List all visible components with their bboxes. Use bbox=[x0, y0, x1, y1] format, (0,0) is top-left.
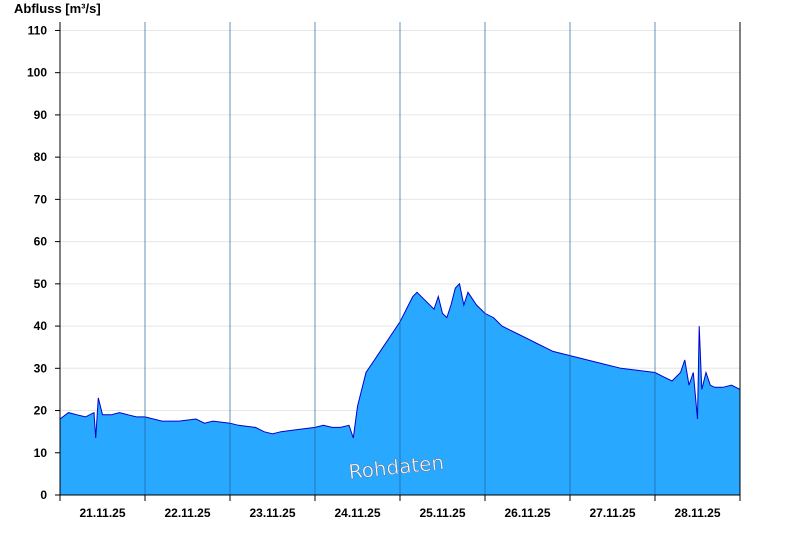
y-tick-label-20: 20 bbox=[34, 404, 48, 418]
y-tick-label-40: 40 bbox=[34, 319, 48, 333]
x-tick-label-1: 22.11.25 bbox=[164, 506, 210, 520]
y-tick-label-70: 70 bbox=[34, 192, 48, 206]
y-tick-label-50: 50 bbox=[34, 277, 48, 291]
x-tick-label-6: 27.11.25 bbox=[589, 506, 635, 520]
x-tick-label-2: 23.11.25 bbox=[249, 506, 295, 520]
day-separators bbox=[144, 22, 656, 495]
y-tick-label-100: 100 bbox=[27, 66, 47, 80]
y-tick-label-90: 90 bbox=[34, 108, 48, 122]
y-tick-label-110: 110 bbox=[28, 23, 48, 37]
y-tick-label-80: 80 bbox=[34, 150, 48, 164]
y-tick-label-0: 0 bbox=[40, 488, 47, 502]
x-tick-label-5: 26.11.25 bbox=[504, 506, 550, 520]
x-tick-label-4: 25.11.25 bbox=[419, 506, 465, 520]
y-tick-label-10: 10 bbox=[34, 446, 48, 460]
x-axis-ticks: 21.11.25 22.11.25 23.11.25 24.11.25 25.11.25… bbox=[59, 495, 741, 520]
y-tick-label-30: 30 bbox=[34, 361, 48, 375]
y-axis-label: Abfluss [m³/s] bbox=[14, 1, 101, 16]
axes bbox=[55, 22, 741, 501]
x-tick-label-0: 21.11.25 bbox=[79, 506, 125, 520]
x-tick-label-3: 24.11.25 bbox=[334, 506, 380, 520]
series-line bbox=[59, 282, 741, 439]
y-axis-ticks: 0 10 20 30 40 50 60 70 80 90 100 110 bbox=[27, 23, 60, 502]
y-tick-label-60: 60 bbox=[34, 235, 48, 249]
x-tick-label-7: 28.11.25 bbox=[674, 506, 720, 520]
